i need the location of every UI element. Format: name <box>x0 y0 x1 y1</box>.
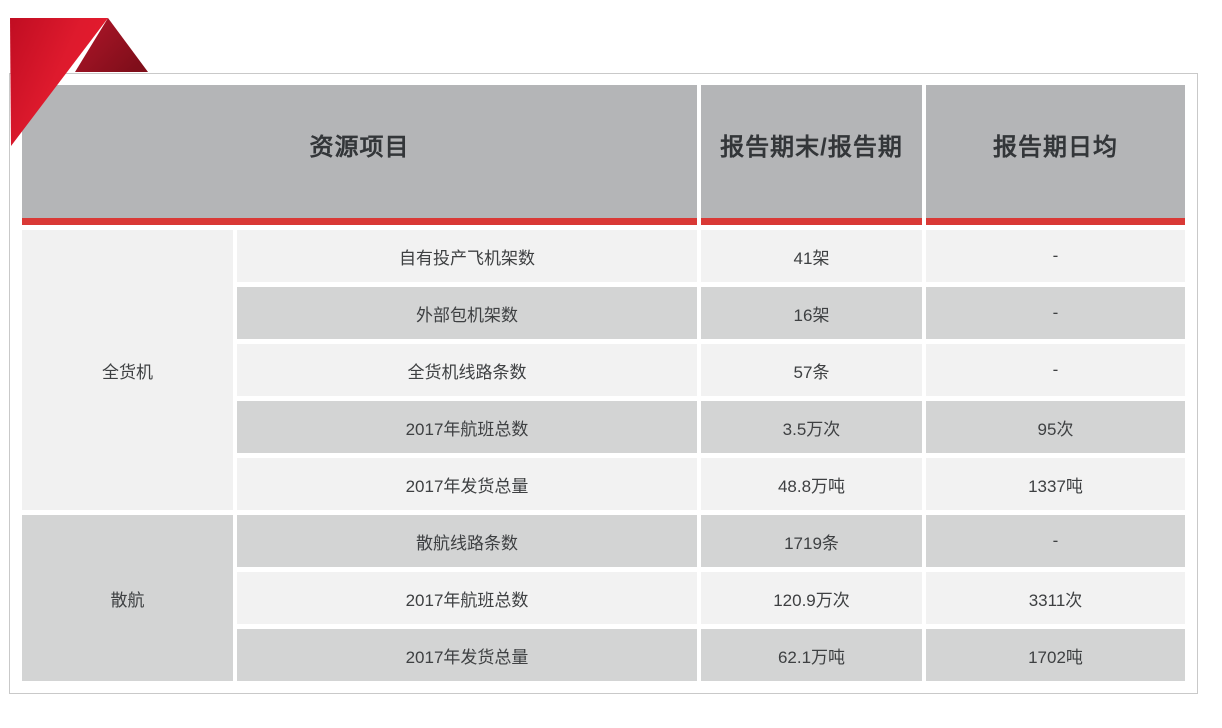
daily-cell: 95次 <box>926 401 1185 453</box>
table-row: 2017年发货总量 48.8万吨 1337吨 <box>22 458 1185 510</box>
item-cell: 自有投产飞机架数 <box>237 230 697 282</box>
table-row: 全货机线路条数 57条 - <box>22 344 1185 396</box>
table-row: 散航 散航线路条数 1719条 - <box>22 515 1185 681</box>
ribbon-fold-triangle <box>75 18 148 72</box>
group-cell-freighter: 全货机 <box>22 230 233 510</box>
header-period-end: 报告期末/报告期 <box>701 85 922 225</box>
daily-cell: 3311次 <box>926 572 1185 624</box>
item-cell: 2017年航班总数 <box>237 401 697 453</box>
daily-cell: - <box>926 287 1185 339</box>
item-cell: 全货机线路条数 <box>237 344 697 396</box>
period-cell: 57条 <box>701 344 922 396</box>
item-cell: 外部包机架数 <box>237 287 697 339</box>
header-resource-item: 资源项目 <box>22 85 697 225</box>
daily-cell: 1702吨 <box>926 629 1185 681</box>
header-daily-average: 报告期日均 <box>926 85 1185 225</box>
item-cell: 2017年发货总量 <box>237 629 697 681</box>
daily-cell: - <box>926 230 1185 282</box>
group-cell-charter: 散航 <box>22 515 233 681</box>
header-row: 资源项目 报告期末/报告期 报告期日均 <box>22 85 1185 225</box>
item-cell: 2017年发货总量 <box>237 458 697 510</box>
table-card: 资源项目 报告期末/报告期 报告期日均 全货机 自有投产飞机架数 41架 - 外… <box>9 73 1198 694</box>
table-row: 外部包机架数 16架 - <box>22 287 1185 339</box>
table-row: 2017年航班总数 120.9万次 3311次 <box>22 572 1185 624</box>
period-cell: 62.1万吨 <box>701 629 922 681</box>
period-cell: 41架 <box>701 230 922 282</box>
daily-cell: 1337吨 <box>926 458 1185 510</box>
daily-cell: - <box>926 344 1185 396</box>
item-cell: 2017年航班总数 <box>237 572 697 624</box>
period-cell: 3.5万次 <box>701 401 922 453</box>
daily-cell: - <box>926 515 1185 567</box>
item-cell: 散航线路条数 <box>237 515 697 567</box>
period-cell: 120.9万次 <box>701 572 922 624</box>
period-cell: 16架 <box>701 287 922 339</box>
table-row: 2017年发货总量 62.1万吨 1702吨 <box>22 629 1185 681</box>
table-row: 全货机 自有投产飞机架数 41架 - <box>22 230 1185 510</box>
table-row: 2017年航班总数 3.5万次 95次 <box>22 401 1185 453</box>
period-cell: 48.8万吨 <box>701 458 922 510</box>
period-cell: 1719条 <box>701 515 922 567</box>
resources-table: 资源项目 报告期末/报告期 报告期日均 全货机 自有投产飞机架数 41架 - 外… <box>18 80 1189 686</box>
